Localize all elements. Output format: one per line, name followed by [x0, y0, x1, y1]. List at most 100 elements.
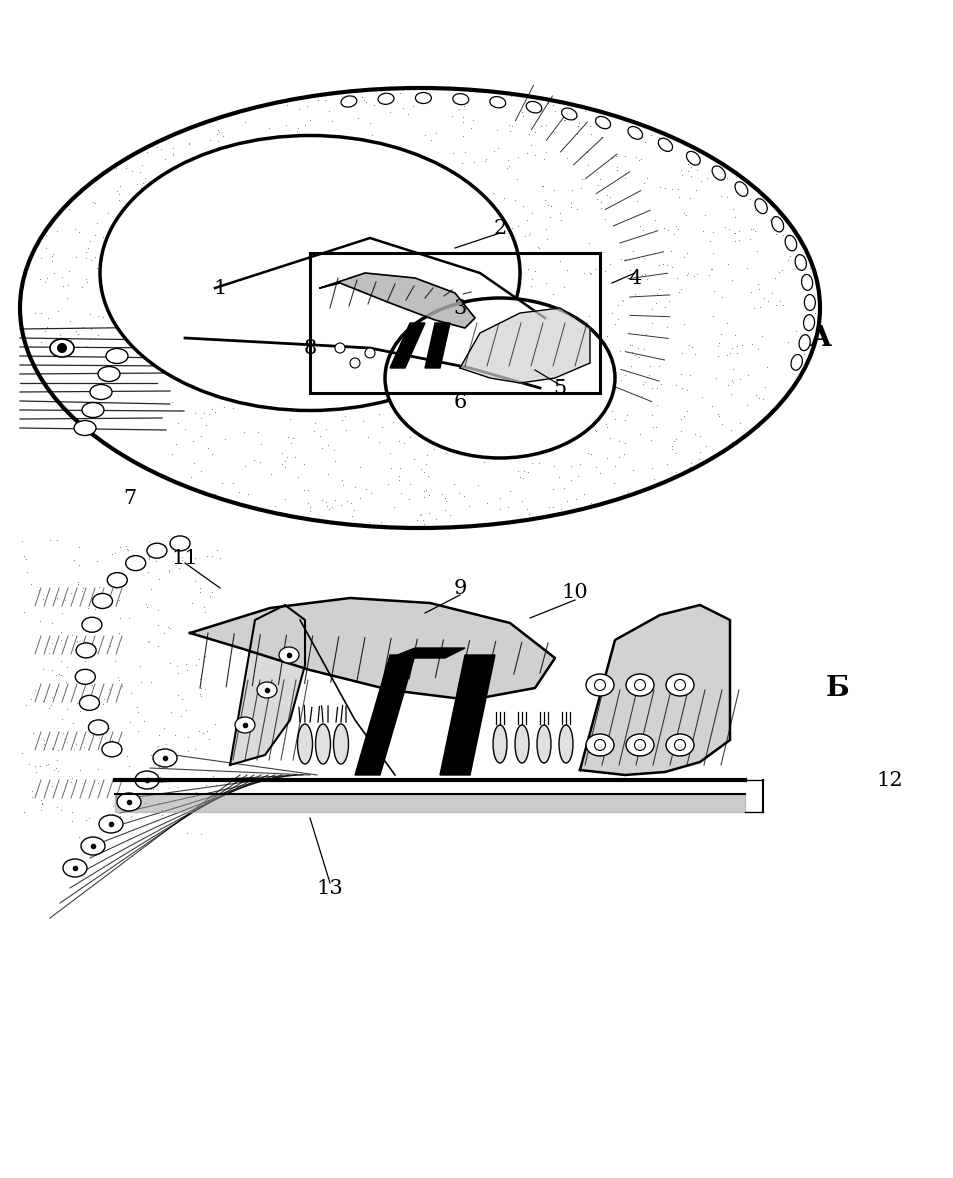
Point: [681, 458, 697, 477]
Point: [597, 262, 612, 280]
Point: [734, 336, 749, 355]
Point: [455, 126, 470, 145]
Point: [428, 510, 443, 529]
Ellipse shape: [453, 93, 468, 105]
Point: [651, 280, 666, 299]
Point: [161, 563, 176, 582]
Point: [633, 150, 648, 168]
Point: [502, 482, 517, 501]
Point: [103, 636, 118, 655]
Point: [645, 417, 660, 436]
Point: [651, 127, 666, 146]
Point: [674, 379, 689, 398]
Point: [175, 801, 191, 820]
Point: [492, 499, 507, 518]
Point: [149, 551, 164, 570]
Point: [108, 159, 123, 178]
Point: [416, 515, 431, 534]
Point: [611, 431, 626, 450]
Point: [591, 245, 606, 264]
Point: [62, 262, 77, 280]
Text: 4: 4: [628, 269, 641, 287]
Point: [44, 634, 59, 653]
Ellipse shape: [802, 315, 814, 331]
Point: [552, 204, 567, 223]
Point: [631, 424, 646, 443]
Point: [550, 468, 565, 487]
Point: [90, 551, 105, 570]
Point: [141, 633, 156, 651]
Ellipse shape: [75, 669, 95, 684]
Point: [37, 272, 52, 291]
Point: [746, 221, 761, 240]
Point: [623, 357, 639, 376]
Point: [225, 474, 240, 492]
Point: [733, 428, 748, 446]
Point: [78, 249, 93, 267]
Point: [702, 260, 718, 279]
Point: [538, 219, 554, 238]
Point: [205, 399, 220, 418]
Point: [682, 166, 698, 185]
Point: [416, 463, 431, 482]
Point: [179, 823, 194, 842]
Point: [627, 147, 642, 166]
Point: [157, 150, 172, 168]
Point: [621, 336, 637, 355]
Point: [596, 243, 611, 262]
Point: [116, 801, 132, 820]
Point: [609, 160, 624, 179]
Point: [522, 224, 537, 243]
Point: [327, 451, 342, 470]
Point: [54, 603, 70, 622]
Point: [71, 537, 87, 556]
Point: [49, 530, 64, 549]
Point: [400, 105, 416, 124]
Point: [462, 119, 477, 138]
Point: [321, 499, 336, 518]
Point: [28, 681, 43, 700]
Point: [109, 578, 124, 597]
Point: [423, 131, 438, 150]
Point: [627, 482, 642, 501]
Point: [95, 227, 111, 246]
Point: [297, 115, 313, 134]
Point: [151, 636, 166, 655]
Point: [108, 544, 123, 563]
Point: [562, 457, 578, 476]
Point: [559, 148, 575, 167]
Point: [437, 444, 453, 463]
Ellipse shape: [537, 724, 551, 763]
Point: [32, 611, 48, 630]
Point: [87, 247, 102, 266]
Circle shape: [350, 358, 359, 368]
Point: [295, 481, 311, 499]
Ellipse shape: [515, 724, 529, 763]
Ellipse shape: [102, 742, 122, 756]
Point: [639, 270, 654, 289]
Point: [644, 378, 659, 397]
Ellipse shape: [147, 543, 167, 558]
Point: [82, 232, 97, 251]
Point: [469, 82, 484, 101]
Point: [143, 746, 158, 765]
Point: [598, 449, 614, 468]
Point: [105, 805, 120, 823]
Point: [538, 143, 554, 161]
Point: [563, 180, 578, 199]
Point: [434, 484, 449, 503]
Point: [179, 661, 194, 680]
Ellipse shape: [627, 126, 642, 139]
Point: [71, 573, 86, 591]
Point: [32, 270, 48, 289]
Point: [601, 429, 617, 448]
Point: [630, 339, 645, 358]
Point: [23, 575, 38, 594]
Point: [42, 336, 57, 355]
Point: [629, 192, 644, 211]
Point: [193, 686, 208, 704]
Point: [82, 304, 97, 323]
Point: [192, 670, 207, 689]
Point: [186, 454, 201, 472]
Point: [606, 474, 621, 492]
